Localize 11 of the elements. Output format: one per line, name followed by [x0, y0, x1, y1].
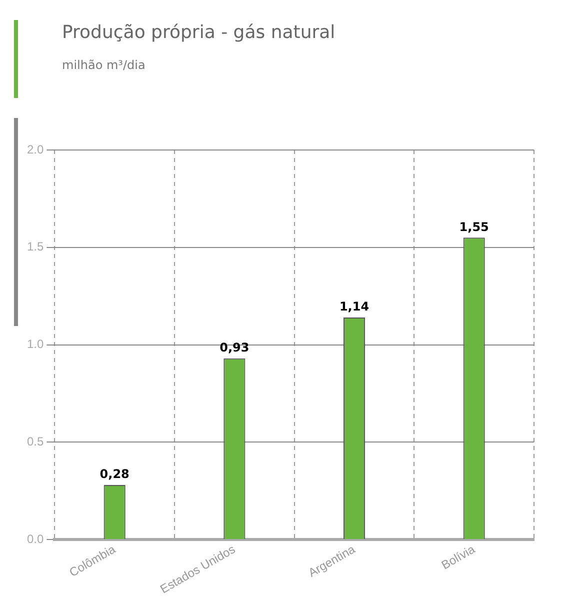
y-tick-label: 1.0 [26, 337, 44, 352]
data-label: 0,93 [220, 340, 250, 355]
data-label: 0,28 [100, 467, 130, 482]
data-label: 1,14 [339, 300, 370, 314]
y-tick-label: 1.5 [26, 240, 44, 254]
y-tick-label: 0.5 [26, 434, 44, 448]
chart-title: Produção própria - gás natural [62, 22, 336, 43]
chart-subtitle: milhão m³/dia [62, 58, 146, 72]
y-tick-label: 2.0 [26, 142, 44, 156]
data-label: 1,55 [459, 220, 489, 234]
y-tick-label: 0.0 [26, 532, 44, 546]
